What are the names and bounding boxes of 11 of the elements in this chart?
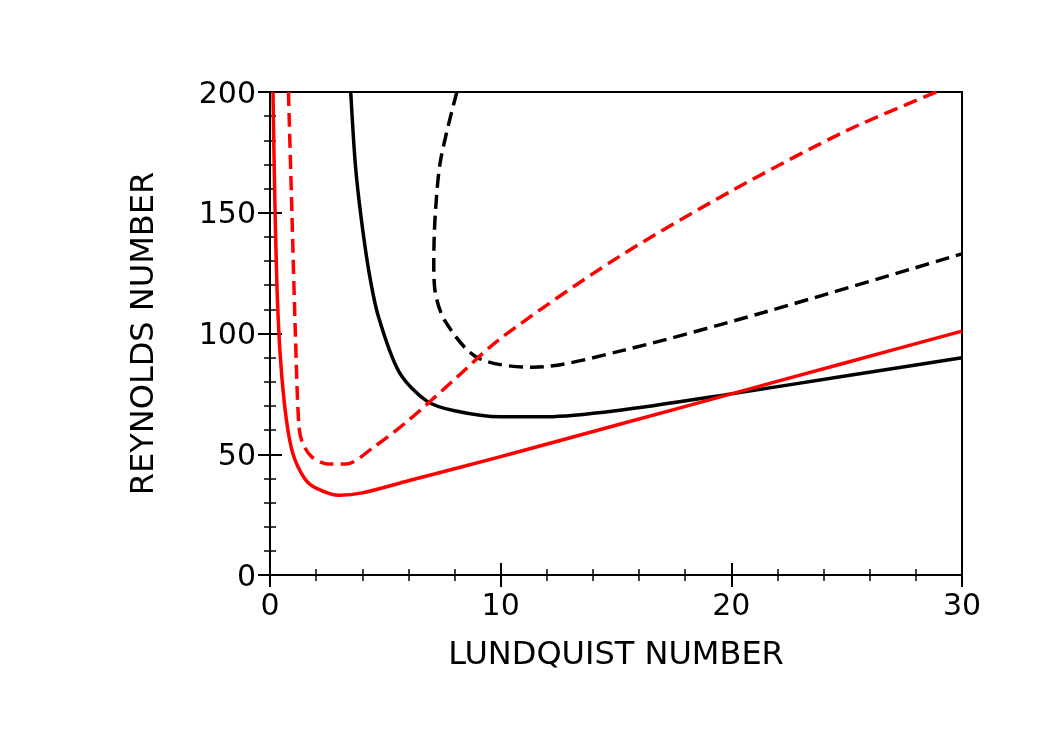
x-tick-label: 10 <box>481 586 520 622</box>
x-tick-label: 0 <box>260 586 280 622</box>
x-axis-title: LUNDQUIST NUMBER <box>448 634 784 672</box>
x-tick-label: 20 <box>712 586 751 622</box>
y-tick-label: 200 <box>198 74 256 110</box>
y-axis-title: REYNOLDS NUMBER <box>123 171 161 496</box>
y-tick-label: 150 <box>198 195 256 231</box>
y-tick-label: 50 <box>217 436 256 472</box>
x-tick-label: 30 <box>942 586 982 622</box>
y-tick-label: 100 <box>198 316 256 351</box>
y-tick-label: 0 <box>236 557 256 593</box>
